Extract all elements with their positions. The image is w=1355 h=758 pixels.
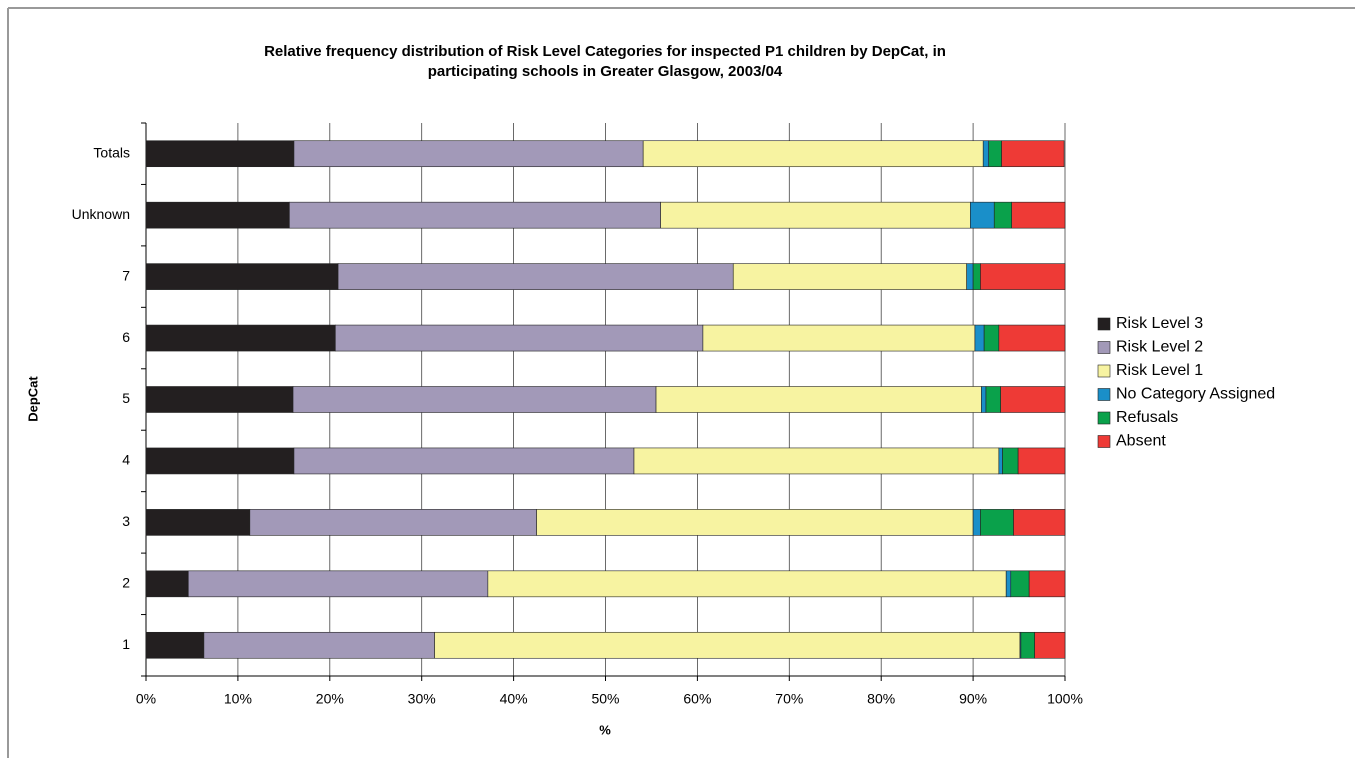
x-tick-label: 0% [136, 691, 156, 707]
bar-segment [998, 447, 1003, 475]
legend-swatch [1097, 411, 1111, 425]
bar-segment [970, 201, 995, 229]
bar-segment [1017, 447, 1066, 475]
bar-segment [1034, 631, 1066, 659]
legend-label: Refusals [1116, 409, 1178, 426]
bar-segment [1028, 570, 1066, 598]
bar-segment [660, 201, 971, 229]
bar-segment [972, 263, 981, 290]
bar-segment [145, 570, 189, 598]
bar-segment [983, 324, 1000, 352]
bar-segment [966, 263, 974, 290]
bar-segment [145, 447, 295, 475]
bar-segment [1002, 447, 1019, 475]
bar-segment [187, 570, 489, 598]
x-tick-label: 80% [867, 691, 895, 707]
bar-segment [982, 140, 990, 168]
bar-segment [1001, 140, 1065, 168]
legend-label: Risk Level 2 [1116, 339, 1203, 356]
y-tick-label: Unknown [72, 206, 130, 222]
x-tick-label: 60% [683, 691, 711, 707]
bar-segment [289, 201, 661, 229]
bar-segment [1011, 201, 1066, 229]
bar-segment [988, 140, 1002, 168]
bar-segment [145, 631, 205, 659]
x-tick-label: 50% [591, 691, 619, 707]
bar-segment [1010, 570, 1030, 598]
x-tick-label: 70% [775, 691, 803, 707]
bar-segment [732, 263, 967, 290]
bar-segment [487, 570, 1007, 598]
bar-segment [702, 324, 976, 352]
bar-segment [536, 509, 974, 536]
bar-segment [1020, 631, 1035, 659]
bar-segment [292, 386, 657, 413]
bar-segment [980, 509, 1014, 536]
bar-segment [203, 631, 435, 659]
bar-segment [974, 324, 985, 352]
x-axis-label: % [599, 722, 611, 737]
legend-label: Risk Level 1 [1116, 362, 1203, 379]
bar-segment [293, 140, 644, 168]
legend-label: No Category Assigned [1116, 386, 1275, 403]
bar-segment [993, 201, 1012, 229]
legend-swatch [1097, 317, 1111, 331]
chart-title: Relative frequency distribution of Risk … [264, 43, 946, 80]
y-tick-label: 6 [122, 329, 130, 345]
legend-label: Absent [1116, 433, 1166, 450]
y-tick-label: Totals [93, 144, 130, 160]
bar-segment [1005, 570, 1012, 598]
bar-segment [249, 509, 537, 536]
x-tick-label: 100% [1047, 691, 1083, 707]
bar-segment [145, 509, 251, 536]
bar-segment [337, 263, 734, 290]
x-tick-label: 40% [500, 691, 528, 707]
legend-swatch [1097, 364, 1111, 378]
bar-segment [985, 386, 1001, 413]
x-tick-label: 30% [408, 691, 436, 707]
bar-segment [980, 263, 1066, 290]
bar-segment [145, 263, 339, 290]
bar-segment [1000, 386, 1066, 413]
y-tick-label: 4 [122, 452, 130, 468]
y-axis-label: DepCat [25, 376, 40, 422]
y-tick-label: 3 [122, 513, 130, 529]
legend-label: Risk Level 3 [1116, 315, 1203, 332]
bar-segment [1013, 509, 1066, 536]
bar-segment [293, 447, 635, 475]
bar-segment [642, 140, 984, 168]
legend-swatch [1097, 435, 1111, 448]
legend-swatch [1097, 341, 1111, 354]
bar-segment [145, 324, 336, 352]
legend-swatch [1097, 388, 1111, 401]
y-tick-label: 1 [122, 636, 130, 652]
bar-segment [998, 324, 1066, 352]
bar-segment [145, 201, 290, 229]
y-tick-label: 2 [122, 575, 130, 591]
bar-segment [434, 631, 1021, 659]
y-tick-label: 7 [122, 267, 130, 283]
y-tick-label: 5 [122, 390, 130, 406]
bar-segment [972, 509, 981, 536]
bar-segment [633, 447, 1000, 475]
x-tick-label: 10% [224, 691, 252, 707]
x-tick-label: 20% [316, 691, 344, 707]
bar-segment [145, 386, 294, 413]
x-tick-label: 90% [959, 691, 987, 707]
bar-segment [981, 386, 987, 413]
bar-segment [145, 140, 295, 168]
bar-segment [335, 324, 704, 352]
bar-segment [655, 386, 982, 413]
